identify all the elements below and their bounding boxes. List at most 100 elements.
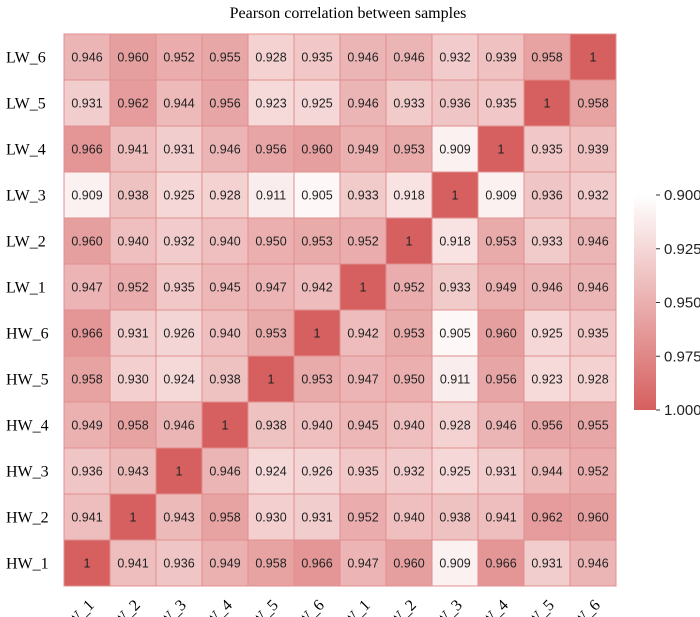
legend-tick-label: 0.975 bbox=[664, 348, 700, 365]
cell-value-label: 0.932 bbox=[163, 235, 194, 249]
heatmap-cell bbox=[293, 33, 341, 81]
cell-value-label: 0.953 bbox=[255, 327, 286, 341]
heatmap-cell bbox=[339, 263, 387, 311]
heatmap-cell bbox=[63, 309, 111, 357]
cell-value-label: 0.932 bbox=[393, 465, 424, 479]
row-label: LW_3 bbox=[6, 188, 46, 205]
cell-value-label: 0.952 bbox=[117, 281, 148, 295]
cell-value-label: 1 bbox=[130, 511, 137, 525]
cell-value-label: 0.956 bbox=[255, 143, 286, 157]
cell-value-label: 1 bbox=[590, 51, 597, 65]
chart-title: Pearson correlation between samples bbox=[230, 5, 467, 22]
cell-value-label: 0.956 bbox=[531, 419, 562, 433]
cell-value-label: 0.952 bbox=[163, 51, 194, 65]
cell-value-label: 0.905 bbox=[439, 327, 470, 341]
heatmap-cell bbox=[569, 125, 617, 173]
cell-value-label: 1 bbox=[406, 235, 413, 249]
cell-value-label: 0.928 bbox=[577, 373, 608, 387]
cell-value-label: 1 bbox=[360, 281, 367, 295]
cell-value-label: 0.938 bbox=[209, 373, 240, 387]
heatmap-cell bbox=[569, 355, 617, 403]
column-label: LW_3 bbox=[426, 597, 466, 617]
heatmap-cell bbox=[431, 263, 479, 311]
heatmap-cell bbox=[155, 539, 203, 587]
heatmap-cell bbox=[431, 493, 479, 541]
cell-value-label: 0.949 bbox=[485, 281, 516, 295]
cell-value-label: 0.928 bbox=[209, 189, 240, 203]
heatmap-cell bbox=[339, 217, 387, 265]
cell-value-label: 0.911 bbox=[256, 189, 286, 203]
cell-value-label: 0.946 bbox=[209, 143, 240, 157]
cell-value-label: 0.956 bbox=[209, 97, 240, 111]
cell-value-label: 0.928 bbox=[439, 419, 470, 433]
cell-value-label: 0.960 bbox=[117, 51, 148, 65]
cell-value-label: 0.958 bbox=[577, 97, 608, 111]
heatmap-cell bbox=[293, 263, 341, 311]
cell-value-label: 0.949 bbox=[347, 143, 378, 157]
heatmap-cell bbox=[569, 447, 617, 495]
heatmap-cell bbox=[569, 33, 617, 81]
row-label: LW_1 bbox=[6, 280, 46, 297]
cell-value-label: 1 bbox=[176, 465, 183, 479]
cell-value-label: 0.942 bbox=[347, 327, 378, 341]
column-label: HW_3 bbox=[148, 597, 190, 617]
cell-value-label: 0.960 bbox=[485, 327, 516, 341]
heatmap-cell bbox=[339, 539, 387, 587]
cell-value-label: 0.933 bbox=[393, 97, 424, 111]
heatmap-cell bbox=[201, 79, 249, 127]
cell-value-label: 0.918 bbox=[393, 189, 424, 203]
heatmap-cell bbox=[431, 79, 479, 127]
heatmap-cell bbox=[477, 171, 525, 219]
heatmap-cell bbox=[109, 217, 157, 265]
cell-value-label: 1 bbox=[268, 373, 275, 387]
cell-value-label: 0.960 bbox=[301, 143, 332, 157]
heatmap-cell bbox=[247, 355, 295, 403]
heatmap-cell bbox=[293, 401, 341, 449]
cell-value-label: 0.928 bbox=[255, 51, 286, 65]
heatmap-cell bbox=[109, 539, 157, 587]
cell-value-label: 0.938 bbox=[255, 419, 286, 433]
cell-value-label: 0.930 bbox=[255, 511, 286, 525]
heatmap-cell bbox=[431, 171, 479, 219]
heatmap-cell bbox=[155, 171, 203, 219]
cell-value-label: 0.966 bbox=[71, 143, 102, 157]
heatmap-cell bbox=[569, 309, 617, 357]
cell-value-label: 0.966 bbox=[71, 327, 102, 341]
row-label: LW_5 bbox=[6, 96, 46, 113]
column-labels: HW_1HW_2HW_3HW_4HW_5HW_6 LW_1 LW_2 LW_3 LW_4… bbox=[56, 597, 604, 617]
cell-value-label: 0.924 bbox=[163, 373, 194, 387]
heatmap-cell bbox=[109, 79, 157, 127]
heatmap-cell bbox=[523, 171, 571, 219]
cell-value-label: 0.958 bbox=[531, 51, 562, 65]
heatmap-cell bbox=[569, 539, 617, 587]
row-label: LW_2 bbox=[6, 234, 46, 251]
cell-value-label: 0.939 bbox=[485, 51, 516, 65]
cell-value-label: 0.960 bbox=[393, 557, 424, 571]
heatmap-cell bbox=[523, 447, 571, 495]
legend-colorbar bbox=[634, 195, 656, 410]
heatmap-cell bbox=[339, 493, 387, 541]
cell-value-label: 0.956 bbox=[485, 373, 516, 387]
legend-tick-label: 0.950 bbox=[664, 295, 700, 312]
cell-value-label: 0.940 bbox=[117, 235, 148, 249]
cell-value-label: 0.925 bbox=[301, 97, 332, 111]
heatmap-cell bbox=[569, 79, 617, 127]
cell-value-label: 0.962 bbox=[117, 97, 148, 111]
heatmap-cell bbox=[477, 79, 525, 127]
cell-value-label: 0.940 bbox=[301, 419, 332, 433]
heatmap-cell bbox=[201, 125, 249, 173]
cell-value-label: 0.949 bbox=[209, 557, 240, 571]
heatmap-cell bbox=[385, 447, 433, 495]
heatmap-cell bbox=[339, 447, 387, 495]
heatmap-cell bbox=[109, 447, 157, 495]
cell-value-label: 0.909 bbox=[439, 557, 470, 571]
heatmap-cell bbox=[155, 125, 203, 173]
cell-value-label: 0.941 bbox=[485, 511, 516, 525]
heatmap-cell bbox=[523, 539, 571, 587]
cell-value-label: 1 bbox=[84, 557, 91, 571]
heatmap-cell bbox=[201, 447, 249, 495]
heatmap-cell bbox=[523, 493, 571, 541]
heatmap-cell bbox=[293, 217, 341, 265]
cell-value-label: 0.941 bbox=[117, 143, 148, 157]
heatmap-cell bbox=[293, 493, 341, 541]
